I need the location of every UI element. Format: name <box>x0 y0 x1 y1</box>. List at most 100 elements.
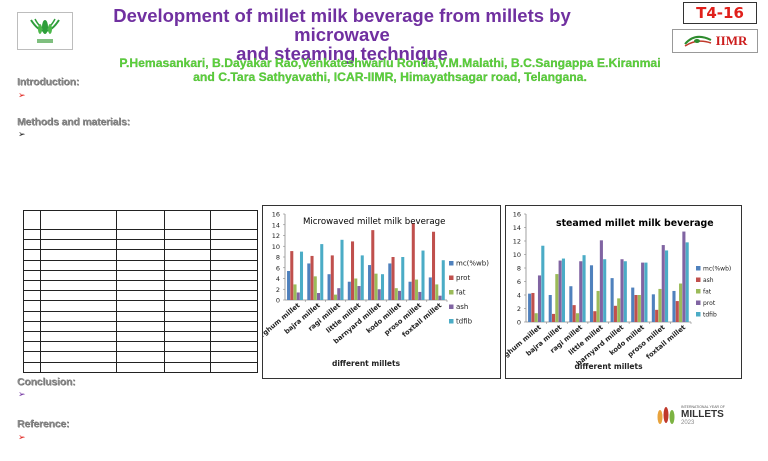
table-row <box>23 259 258 271</box>
bar <box>368 265 372 300</box>
table-cell <box>210 239 258 251</box>
bar <box>593 311 597 322</box>
bar <box>575 313 580 322</box>
results-table <box>23 210 258 374</box>
bar <box>316 293 321 300</box>
bar <box>644 262 648 322</box>
legend-swatch <box>449 275 454 280</box>
logo-small-text: INTERNATIONAL YEAR OF <box>681 405 725 410</box>
table-cell <box>23 228 41 241</box>
table-cell <box>163 331 212 343</box>
y-tick-label: 12 <box>513 238 521 246</box>
bar <box>351 241 355 300</box>
y-tick-label: 12 <box>272 232 280 240</box>
legend-label: mc(%wb) <box>703 266 731 273</box>
bar <box>637 295 641 322</box>
table-row <box>23 269 258 282</box>
table-row <box>23 341 258 353</box>
leaf-swoosh-icon <box>683 35 712 47</box>
legend-swatch <box>449 261 454 266</box>
bar <box>380 274 385 300</box>
bar <box>421 250 425 300</box>
international-year-of-millets-logo: INTERNATIONAL YEAR OF MILLETS 2023 <box>655 405 727 427</box>
table-row <box>23 228 258 241</box>
bar <box>599 240 603 322</box>
table-cell <box>39 290 118 302</box>
table-header-row <box>23 210 258 230</box>
y-tick-label: 0 <box>276 297 280 305</box>
bar <box>388 263 392 300</box>
table-cell <box>210 331 258 343</box>
bar <box>641 262 645 322</box>
bar <box>655 309 659 322</box>
table-cell <box>163 320 212 333</box>
legend-swatch <box>696 277 701 282</box>
bar <box>313 276 317 300</box>
bar <box>603 259 607 322</box>
bar <box>572 305 576 322</box>
table-cell <box>39 259 118 271</box>
table-cell <box>163 300 212 312</box>
table-cell <box>116 280 165 292</box>
y-tick-label: 16 <box>272 211 280 219</box>
bar <box>610 278 614 322</box>
table-cell <box>39 341 118 353</box>
bar <box>561 258 565 322</box>
bar <box>579 261 583 322</box>
table-row <box>23 320 258 333</box>
bar <box>401 257 405 300</box>
table-cell <box>116 259 165 271</box>
legend-swatch <box>696 312 701 317</box>
y-tick-label: 2 <box>517 305 521 313</box>
table-row <box>23 290 258 302</box>
y-tick-label: 16 <box>513 211 521 219</box>
bar <box>534 313 538 322</box>
table-cell <box>210 249 258 261</box>
table-cell <box>23 310 41 322</box>
y-tick-label: 4 <box>517 292 521 300</box>
table-cell <box>163 310 212 322</box>
bar <box>672 290 676 322</box>
wheat-icon <box>30 18 60 43</box>
legend-label: ash <box>703 277 714 284</box>
legend-swatch <box>449 304 454 309</box>
chart-title: Microwaved millet milk beverage <box>303 217 445 227</box>
bar <box>391 257 395 300</box>
table-cell <box>210 290 258 302</box>
table-cell <box>210 269 258 282</box>
y-tick-label: 6 <box>517 278 521 286</box>
bar <box>299 251 304 300</box>
table-cell <box>163 228 212 241</box>
table-row <box>23 239 258 251</box>
table-cell <box>23 239 41 251</box>
legend-swatch <box>449 290 454 295</box>
bar <box>347 281 351 300</box>
table-cell <box>23 259 41 271</box>
legend-label: mc(%wb) <box>456 260 489 268</box>
bar <box>685 242 689 322</box>
bar <box>360 255 364 300</box>
poster-id-badge: T4-16 <box>683 2 757 24</box>
table-cell <box>210 361 258 374</box>
bar <box>675 301 679 322</box>
table-row <box>23 280 258 292</box>
legend-swatch <box>696 300 701 305</box>
table-row <box>23 331 258 343</box>
legend-swatch <box>696 266 701 271</box>
table-cell <box>116 269 165 282</box>
bar <box>337 288 341 300</box>
table-cell <box>210 341 258 353</box>
table-cell <box>210 210 258 230</box>
bar <box>665 250 669 322</box>
authors-line-2: and C.Tara Sathyavathi, ICAR-IIMR, Himay… <box>193 70 587 84</box>
table-cell <box>116 300 165 312</box>
bar <box>394 288 398 300</box>
table-cell <box>163 210 212 230</box>
bar <box>310 255 314 300</box>
x-axis-label: different millets <box>332 359 401 368</box>
table-cell <box>39 331 118 343</box>
bar <box>287 270 291 300</box>
table-cell <box>116 239 165 251</box>
table-cell <box>116 341 165 353</box>
